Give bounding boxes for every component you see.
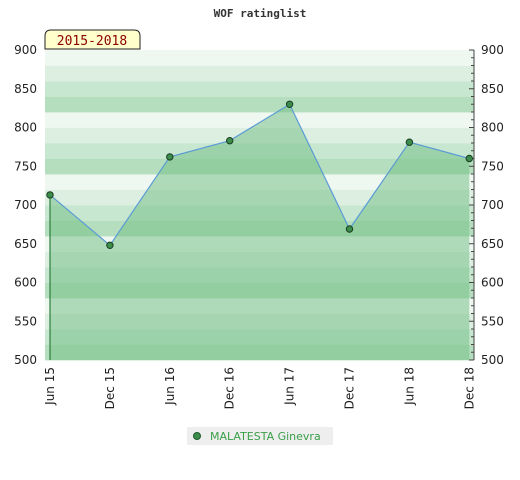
data-point xyxy=(226,137,234,145)
x-tick-label: Dec 17 xyxy=(343,367,357,409)
x-tick-label: Jun 15 xyxy=(43,367,57,406)
x-tick-label: Jun 16 xyxy=(163,367,177,406)
data-point xyxy=(46,191,54,199)
x-tick-label: Dec 18 xyxy=(462,367,476,409)
y-tick-label: 850 xyxy=(481,82,504,96)
period-badge: 2015-2018 xyxy=(44,29,141,50)
x-tick-label: Dec 15 xyxy=(103,367,117,409)
x-tick-label: Jun 17 xyxy=(283,367,297,406)
data-point xyxy=(405,138,414,146)
y-tick-label: 750 xyxy=(481,159,504,173)
period-label: 2015-2018 xyxy=(57,34,127,49)
y-tick-label: 650 xyxy=(481,237,504,251)
series-line xyxy=(49,103,470,247)
data-point xyxy=(465,154,473,163)
y-tick-label: 600 xyxy=(14,276,37,290)
y-tick-labels-left: 500 550 600 650 700 750 800 850 900 xyxy=(14,43,37,367)
data-point xyxy=(106,241,114,250)
y-tick-labels-right: 500 550 600 650 700 750 800 850 900 xyxy=(481,43,504,367)
y-tick-label: 800 xyxy=(14,121,37,135)
background-band xyxy=(45,112,474,128)
y-tick-label: 550 xyxy=(14,314,37,328)
right-axis xyxy=(469,49,475,361)
legend: MALATESTA Ginevra xyxy=(187,427,333,445)
y-tick-label: 500 xyxy=(14,353,37,367)
data-point xyxy=(166,153,174,161)
series-area xyxy=(50,104,470,360)
legend-marker-icon xyxy=(193,432,201,440)
chart-title: WOF ratinglist xyxy=(214,7,307,20)
y-tick-label: 700 xyxy=(481,198,504,212)
y-tick-label: 550 xyxy=(481,314,504,328)
y-tick-label: 600 xyxy=(481,276,504,290)
y-tick-label: 650 xyxy=(14,237,37,251)
x-tick-labels: Jun 15 Dec 15 Jun 16 Dec 16 Jun 17 Dec 17 Jun … xyxy=(43,367,476,409)
y-tick-label: 850 xyxy=(14,82,37,96)
background-band xyxy=(45,96,474,113)
x-tick-label: Dec 16 xyxy=(223,367,237,409)
legend-label: MALATESTA Ginevra xyxy=(210,429,321,443)
background-band xyxy=(45,65,474,82)
background-band xyxy=(45,81,474,97)
data-points xyxy=(46,100,473,250)
background-band xyxy=(45,50,474,66)
y-tick-label: 700 xyxy=(14,198,37,212)
y-tick-label: 900 xyxy=(481,43,504,57)
data-point xyxy=(285,100,294,109)
y-tick-label: 800 xyxy=(481,121,504,135)
data-point xyxy=(345,225,354,233)
y-tick-label: 500 xyxy=(481,353,504,367)
y-tick-label: 900 xyxy=(14,43,37,57)
y-tick-label: 750 xyxy=(14,159,37,173)
x-tick-label: Jun 18 xyxy=(402,367,416,406)
